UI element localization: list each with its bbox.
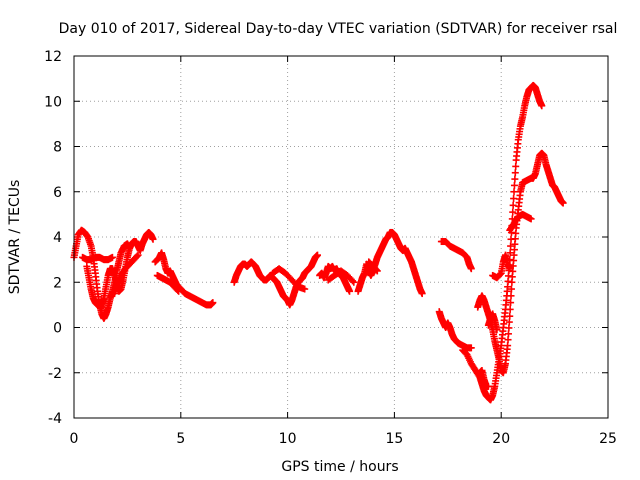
data-point [174,286,182,294]
data-point [467,265,475,273]
data-point [511,169,519,177]
grid-layer [74,56,608,418]
data-point [493,326,501,334]
data-point [511,175,519,183]
data-point [134,251,142,259]
chart-title: Day 010 of 2017, Sidereal Day-to-day VTE… [59,21,618,37]
data-point [505,318,513,326]
data-point [209,299,217,307]
data-point [301,285,309,293]
marks-layer [70,81,567,404]
y-tick-label: 2 [53,275,62,291]
data-point [346,287,354,295]
data-point [314,251,322,259]
data-point [509,208,517,216]
y-tick-label: 10 [44,94,62,110]
data-point [506,305,514,313]
y-tick-label: 12 [44,49,62,65]
data-point [509,201,517,209]
data-point [510,188,518,196]
data-point [175,287,183,295]
data-point [349,277,357,285]
data-point [506,265,514,273]
data-point [504,336,512,344]
y-tick-label: -2 [48,366,62,382]
data-point [504,342,512,350]
data-point [467,344,475,352]
x-tick-label: 0 [70,431,79,447]
data-point [538,102,546,110]
y-tick-label: 0 [53,321,62,337]
data-point [373,267,381,275]
data-point [507,285,515,293]
data-point [510,195,518,203]
data-point [559,199,567,207]
y-tick-label: 4 [53,230,62,246]
data-point [504,330,512,338]
x-tick-label: 25 [599,431,617,447]
data-point [484,382,492,390]
data-point [149,235,157,243]
y-axis-label: SDTVAR / TECUs [7,180,23,295]
data-point [133,252,141,260]
data-point [506,312,514,320]
data-point [418,290,426,298]
y-tick-label: -4 [48,411,62,427]
data-point [507,292,515,300]
data-point [505,324,513,332]
data-point [510,181,518,189]
x-tick-label: 5 [176,431,185,447]
x-tick-label: 15 [385,431,403,447]
y-tick-label: 6 [53,185,62,201]
data-point [108,253,116,261]
x-tick-label: 10 [279,431,297,447]
plot-frame [73,55,609,419]
x-tick-label: 20 [492,431,510,447]
axis-layer: 0 5 10 15 20 25 -4 -2 0 2 4 6 8 10 12 [44,49,617,447]
x-axis-label: GPS time / hours [281,459,398,475]
data-point [350,278,358,286]
data-point [507,299,515,307]
data-point [372,266,380,274]
data-point [507,242,515,250]
data-point [512,162,520,170]
data-point [496,270,504,278]
y-tick-label: 8 [53,140,62,156]
data-point [506,249,514,257]
data-point [527,215,535,223]
